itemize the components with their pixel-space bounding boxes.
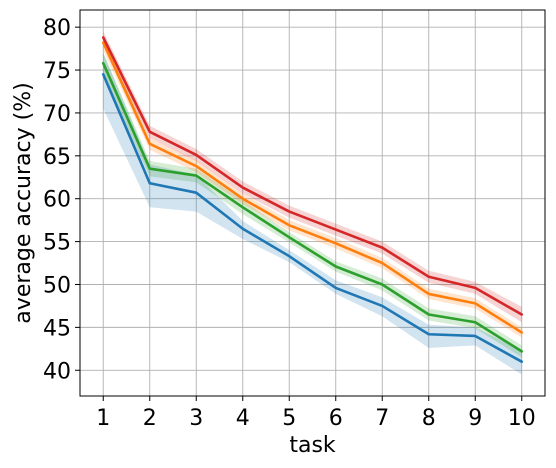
x-tick-label: 2 (143, 406, 157, 431)
series-line-1 (101, 73, 524, 363)
series-line-3 (101, 41, 524, 334)
confidence-band-4 (103, 31, 522, 323)
plot-frame (79, 9, 546, 397)
y-tick-label: 40 (43, 359, 71, 384)
confidence-band-1 (103, 52, 522, 375)
x-axis-ticks: 1 2 3 4 5 6 7 8 9 10 (96, 396, 536, 431)
series-line-4 (101, 36, 524, 316)
x-tick-label: 9 (468, 406, 482, 431)
confidence-bands (103, 31, 522, 375)
grid-lines (80, 10, 545, 396)
x-tick-label: 6 (329, 406, 343, 431)
x-tick-label: 3 (189, 406, 203, 431)
x-axis-label: task (289, 433, 336, 458)
series-line-2 (101, 61, 524, 353)
y-tick-label: 80 (43, 16, 71, 41)
x-tick-label: 10 (508, 406, 536, 431)
x-tick-label: 4 (236, 406, 250, 431)
x-tick-label: 8 (422, 406, 436, 431)
y-tick-label: 60 (43, 188, 71, 213)
y-tick-label: 65 (43, 145, 71, 170)
y-axis-ticks: 40 45 50 55 60 65 70 75 80 (43, 16, 80, 384)
confidence-band-2 (103, 52, 522, 358)
y-tick-label: 45 (43, 316, 71, 341)
series-lines (101, 36, 524, 363)
x-tick-label: 5 (282, 406, 296, 431)
y-tick-label: 55 (43, 231, 71, 256)
x-tick-label: 1 (96, 406, 110, 431)
x-tick-label: 7 (375, 406, 389, 431)
y-axis-label: average accuracy (%) (11, 82, 36, 323)
y-tick-label: 75 (43, 59, 71, 84)
y-tick-label: 50 (43, 273, 71, 298)
y-tick-label: 70 (43, 102, 71, 127)
